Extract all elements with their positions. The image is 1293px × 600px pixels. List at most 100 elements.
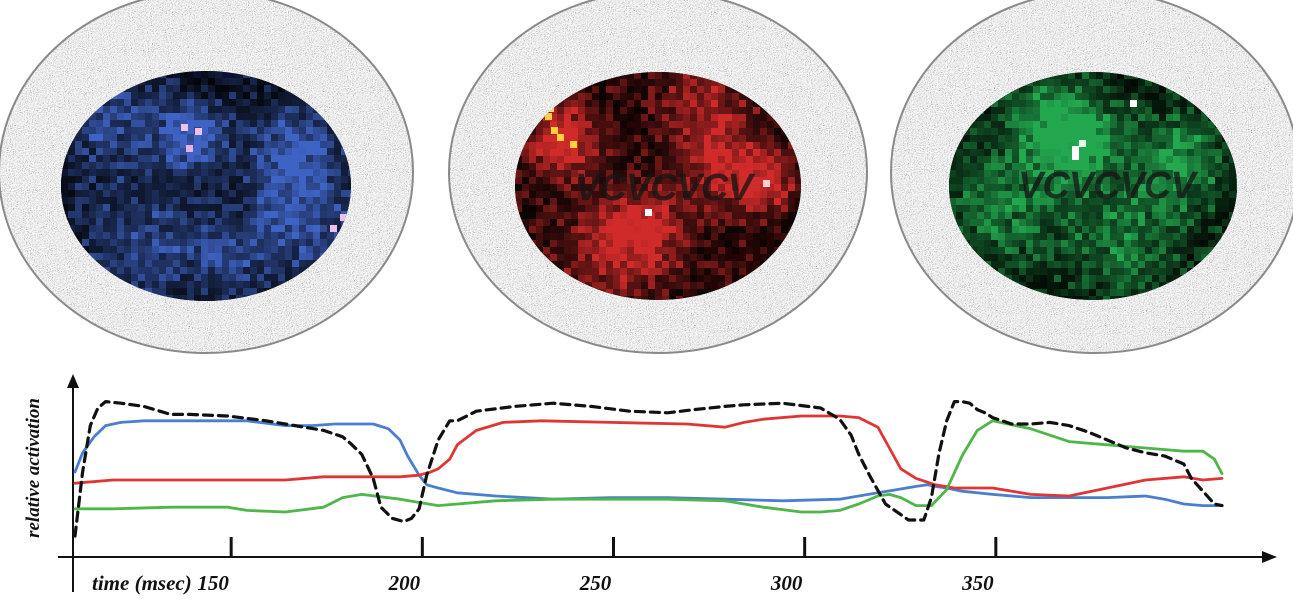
activation-pixel — [138, 267, 145, 274]
activation-pixel — [1061, 289, 1068, 296]
activation-pixel — [795, 198, 801, 205]
activation-pixel — [145, 288, 152, 295]
activation-pixel — [578, 170, 585, 177]
activation-pixel — [285, 253, 292, 260]
activation-pixel — [781, 149, 788, 156]
activation-pixel — [215, 155, 222, 162]
activation-pixel — [131, 190, 138, 197]
activation-pixel — [760, 226, 767, 233]
activation-pixel — [1061, 247, 1068, 254]
activation-pixel — [1103, 121, 1110, 128]
activation-pixel — [991, 205, 998, 212]
activation-pixel — [683, 184, 690, 191]
activation-pixel — [1110, 135, 1117, 142]
activation-pixel — [536, 212, 543, 219]
activation-pixel — [1047, 191, 1054, 198]
activation-pixel — [711, 86, 718, 93]
activation-pixel — [243, 190, 250, 197]
activation-pixel — [697, 191, 704, 198]
activation-pixel — [669, 198, 676, 205]
activation-pixel — [606, 282, 613, 289]
activation-pixel — [704, 261, 711, 268]
activation-pixel — [117, 267, 124, 274]
activation-pixel — [1040, 191, 1047, 198]
activation-pixel — [739, 170, 746, 177]
activation-pixel — [578, 275, 585, 282]
activation-pixel — [1110, 114, 1117, 121]
activation-pixel — [690, 114, 697, 121]
activation-pixel — [711, 163, 718, 170]
activation-pixel — [201, 92, 208, 99]
activation-pixel — [138, 113, 145, 120]
activation-pixel — [1061, 198, 1068, 205]
activation-pixel — [1180, 254, 1187, 261]
activation-pixel — [690, 219, 697, 226]
activation-pixel — [1026, 121, 1033, 128]
activation-pixel — [89, 246, 96, 253]
activation-pixel — [977, 135, 984, 142]
activation-pixel — [529, 149, 536, 156]
activation-pixel — [145, 218, 152, 225]
activation-pixel — [718, 184, 725, 191]
activation-pixel — [585, 212, 592, 219]
activation-pixel — [201, 190, 208, 197]
activation-pixel — [215, 260, 222, 267]
activation-pixel — [599, 247, 606, 254]
activation-pixel — [571, 205, 578, 212]
activation-pixel — [1075, 275, 1082, 282]
activation-pixel — [1222, 219, 1229, 226]
activation-pixel — [1145, 268, 1152, 275]
activation-pixel — [348, 169, 351, 176]
activation-pixel — [760, 219, 767, 226]
activation-pixel — [683, 205, 690, 212]
activation-pixel — [599, 254, 606, 261]
activation-pixel — [718, 212, 725, 219]
activation-pixel — [641, 79, 648, 86]
activation-pixel — [1012, 128, 1019, 135]
activation-pixel — [697, 149, 704, 156]
activation-pixel — [243, 183, 250, 190]
activation-pixel — [201, 225, 208, 232]
activation-pixel — [606, 247, 613, 254]
activation-pixel — [683, 212, 690, 219]
activation-pixel — [1012, 177, 1019, 184]
activation-pixel — [180, 99, 187, 106]
activation-pixel — [1194, 205, 1201, 212]
activation-pixel — [1089, 93, 1096, 100]
activation-pixel — [606, 107, 613, 114]
activation-pixel — [131, 148, 138, 155]
activation-pixel — [550, 135, 557, 142]
activation-pixel — [1082, 79, 1089, 86]
activation-pixel — [110, 99, 117, 106]
activation-pixel — [1047, 177, 1054, 184]
activation-pixel — [68, 204, 75, 211]
activation-pixel — [313, 113, 320, 120]
activation-pixel — [264, 267, 271, 274]
activation-pixel — [564, 107, 571, 114]
activation-pixel — [1075, 240, 1082, 247]
activation-pixel — [194, 148, 201, 155]
activation-pixel — [1054, 198, 1061, 205]
activation-pixel — [1166, 198, 1173, 205]
activation-pixel — [1201, 233, 1208, 240]
activation-pixel — [264, 85, 271, 92]
activation-pixel — [1019, 184, 1026, 191]
activation-pixel — [215, 99, 222, 106]
activation-pixel — [1194, 156, 1201, 163]
activation-pixel — [271, 190, 278, 197]
activation-pixel — [201, 288, 208, 295]
activation-pixel — [557, 205, 564, 212]
activation-pixel — [264, 120, 271, 127]
activation-pixel — [1103, 247, 1110, 254]
activation-pixel — [229, 190, 236, 197]
activation-pixel — [299, 239, 306, 246]
activation-pixel — [68, 141, 75, 148]
activation-pixel — [103, 106, 110, 113]
activation-pixel — [1187, 254, 1194, 261]
activation-pixel — [285, 92, 292, 99]
activation-pixel — [285, 162, 292, 169]
activation-pixel — [683, 72, 690, 79]
activation-pixel — [264, 127, 271, 134]
activation-pixel — [243, 134, 250, 141]
activation-pixel — [257, 253, 264, 260]
